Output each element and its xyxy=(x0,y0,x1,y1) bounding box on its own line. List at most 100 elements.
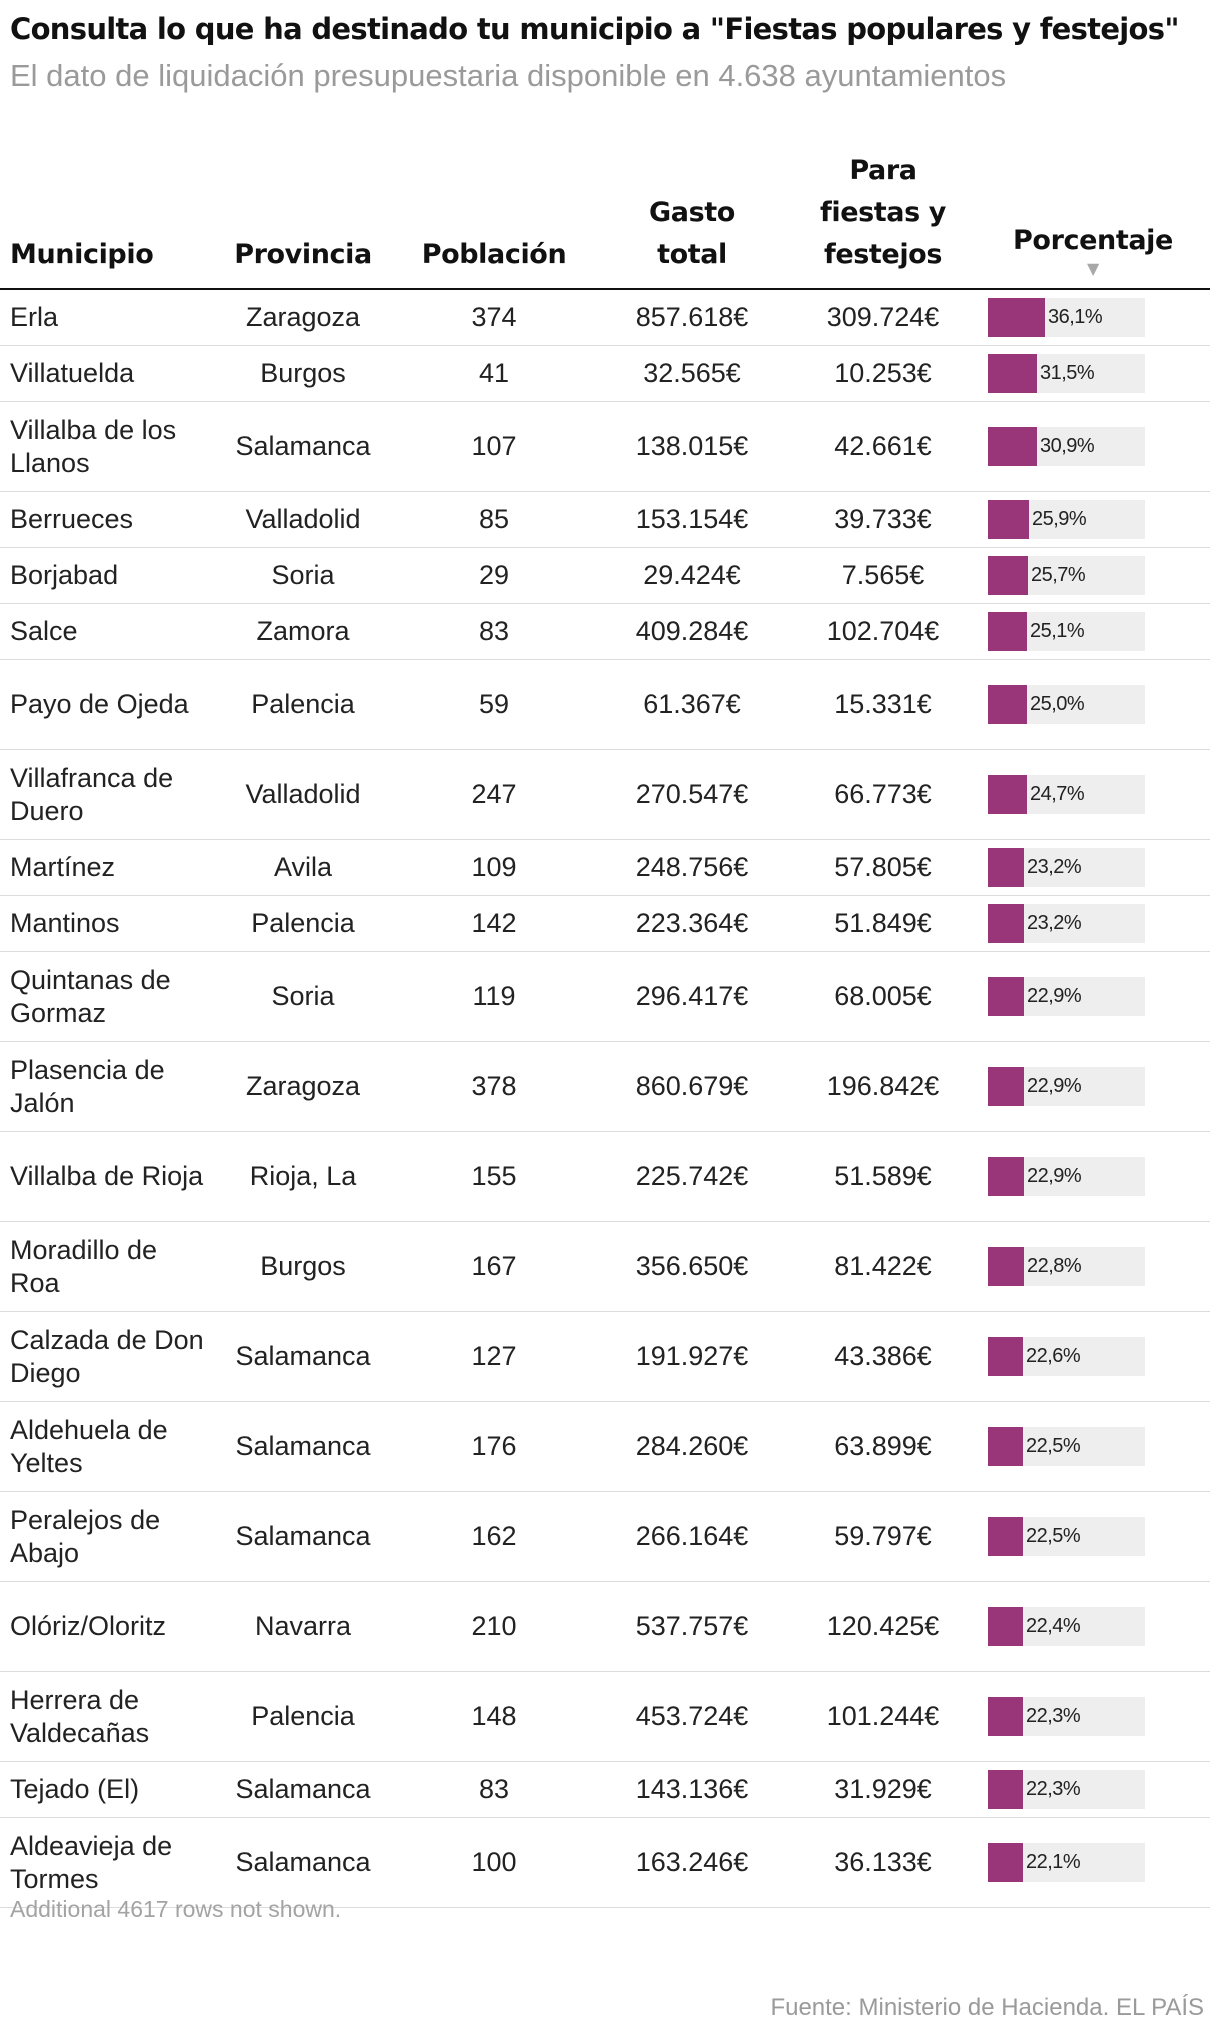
cell-gasto-total: 356.650€ xyxy=(594,1221,790,1312)
bar-track: 30,9% xyxy=(988,427,1145,466)
cell-provincia: Zamora xyxy=(212,603,394,660)
header-poblacion[interactable]: Población xyxy=(394,150,594,290)
cell-poblacion: 148 xyxy=(394,1671,594,1762)
table-row: Salce Zamora 83 409.284€ 102.704€ 25,1% xyxy=(0,603,1210,660)
bar-track: 22,9% xyxy=(988,1157,1145,1196)
bar-track: 25,0% xyxy=(988,685,1145,724)
bar-fill xyxy=(988,775,1027,814)
cell-fiestas: 51.849€ xyxy=(790,895,976,952)
cell-fiestas: 42.661€ xyxy=(790,401,976,492)
cell-gasto-total: 857.618€ xyxy=(594,289,790,346)
header-poblacion-label: Población xyxy=(421,239,567,270)
more-rows-note: Additional 4617 rows not shown. xyxy=(10,1896,342,1922)
table-row: Peralejos de Abajo Salamanca 162 266.164€ 59… xyxy=(0,1491,1210,1582)
header-provincia[interactable]: Provincia xyxy=(212,150,394,290)
cell-fiestas: 31.929€ xyxy=(790,1761,976,1818)
cell-porcentaje: 22,3% xyxy=(976,1761,1210,1818)
cell-poblacion: 374 xyxy=(394,289,594,346)
cell-porcentaje: 36,1% xyxy=(976,289,1210,346)
table-row: Martínez Avila 109 248.756€ 57.805€ 23,2% xyxy=(0,839,1210,896)
cell-fiestas: 81.422€ xyxy=(790,1221,976,1312)
table-row: Villalba de Rioja Rioja, La 155 225.742€ 51.… xyxy=(0,1131,1210,1222)
cell-fiestas: 7.565€ xyxy=(790,547,976,604)
cell-provincia: Valladolid xyxy=(212,749,394,840)
cell-municipio: Plasencia de Jalón xyxy=(0,1041,212,1132)
cell-municipio: Mantinos xyxy=(0,895,212,952)
cell-poblacion: 100 xyxy=(394,1817,594,1908)
cell-municipio: Quintanas de Gormaz xyxy=(0,951,212,1042)
table-row: Aldehuela de Yeltes Salamanca 176 284.260€ 6… xyxy=(0,1401,1210,1492)
table-row: Villafranca de Duero Valladolid 247 270.547… xyxy=(0,749,1210,840)
bar-track: 31,5% xyxy=(988,354,1145,393)
bar-fill xyxy=(988,612,1027,651)
cell-fiestas: 59.797€ xyxy=(790,1491,976,1582)
cell-municipio: Villalba de los Llanos xyxy=(0,401,212,492)
bar-track: 22,9% xyxy=(988,1067,1145,1106)
bar-fill xyxy=(988,1843,1023,1882)
cell-poblacion: 119 xyxy=(394,951,594,1042)
cell-porcentaje: 25,9% xyxy=(976,491,1210,548)
table-row: Mantinos Palencia 142 223.364€ 51.849€ 23,2% xyxy=(0,895,1210,952)
header-porcentaje[interactable]: Porcentaje ▼ xyxy=(976,150,1210,290)
cell-poblacion: 109 xyxy=(394,839,594,896)
bar-fill xyxy=(988,685,1027,724)
bar-value-label: 22,8% xyxy=(1027,1255,1082,1277)
cell-gasto-total: 191.927€ xyxy=(594,1311,790,1402)
bar-fill xyxy=(988,1067,1024,1106)
table-row: Borjabad Soria 29 29.424€ 7.565€ 25,7% xyxy=(0,547,1210,604)
cell-gasto-total: 409.284€ xyxy=(594,603,790,660)
bar-track: 36,1% xyxy=(988,298,1145,337)
cell-gasto-total: 266.164€ xyxy=(594,1491,790,1582)
bar-fill xyxy=(988,1157,1024,1196)
cell-poblacion: 83 xyxy=(394,1761,594,1818)
cell-gasto-total: 29.424€ xyxy=(594,547,790,604)
bar-value-label: 22,1% xyxy=(1026,1851,1081,1873)
cell-porcentaje: 22,3% xyxy=(976,1671,1210,1762)
bar-track: 23,2% xyxy=(988,848,1145,887)
cell-municipio: Payo de Ojeda xyxy=(0,659,212,750)
bar-track: 22,6% xyxy=(988,1337,1145,1376)
cell-porcentaje: 22,1% xyxy=(976,1817,1210,1908)
cell-poblacion: 59 xyxy=(394,659,594,750)
header-gasto-total[interactable]: Gasto total xyxy=(594,150,790,290)
bar-track: 22,5% xyxy=(988,1427,1145,1466)
header-fiestas[interactable]: Para fiestas y festejos xyxy=(790,150,976,290)
bar-value-label: 22,5% xyxy=(1026,1435,1081,1457)
cell-poblacion: 85 xyxy=(394,491,594,548)
cell-provincia: Burgos xyxy=(212,345,394,402)
cell-porcentaje: 23,2% xyxy=(976,839,1210,896)
bar-fill xyxy=(988,1247,1024,1286)
cell-porcentaje: 22,8% xyxy=(976,1221,1210,1312)
bar-fill xyxy=(988,1770,1023,1809)
cell-porcentaje: 22,5% xyxy=(976,1491,1210,1582)
cell-porcentaje: 22,6% xyxy=(976,1311,1210,1402)
cell-fiestas: 10.253€ xyxy=(790,345,976,402)
cell-gasto-total: 248.756€ xyxy=(594,839,790,896)
bar-fill xyxy=(988,556,1028,595)
cell-provincia: Zaragoza xyxy=(212,289,394,346)
chart-subtitle: El dato de liquidación presupuestaria di… xyxy=(10,58,1007,93)
cell-municipio: Peralejos de Abajo xyxy=(0,1491,212,1582)
table-row: Plasencia de Jalón Zaragoza 378 860.679€ 196… xyxy=(0,1041,1210,1132)
cell-municipio: Berrueces xyxy=(0,491,212,548)
cell-municipio: Erla xyxy=(0,289,212,346)
bar-fill xyxy=(988,500,1029,539)
cell-poblacion: 107 xyxy=(394,401,594,492)
cell-provincia: Salamanca xyxy=(212,1761,394,1818)
header-municipio-label: Municipio xyxy=(10,239,154,270)
cell-poblacion: 41 xyxy=(394,345,594,402)
cell-porcentaje: 22,9% xyxy=(976,1041,1210,1132)
cell-porcentaje: 22,9% xyxy=(976,1131,1210,1222)
header-provincia-label: Provincia xyxy=(234,239,372,270)
cell-municipio: Aldeavieja de Tormes xyxy=(0,1817,212,1908)
bar-track: 22,3% xyxy=(988,1770,1145,1809)
sort-descending-icon: ▼ xyxy=(1087,259,1099,278)
bar-value-label: 22,9% xyxy=(1027,1075,1082,1097)
bar-fill xyxy=(988,1337,1023,1376)
cell-porcentaje: 24,7% xyxy=(976,749,1210,840)
header-municipio[interactable]: Municipio xyxy=(0,150,212,290)
table-row: Villalba de los Llanos Salamanca 107 138.01… xyxy=(0,401,1210,492)
bar-value-label: 23,2% xyxy=(1027,912,1082,934)
cell-municipio: Moradillo de Roa xyxy=(0,1221,212,1312)
bar-track: 22,8% xyxy=(988,1247,1145,1286)
